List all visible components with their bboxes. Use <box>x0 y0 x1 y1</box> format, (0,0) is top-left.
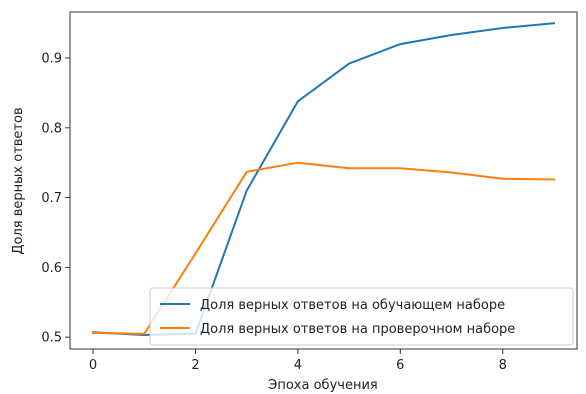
y-tick-label: 0.5 <box>41 331 62 346</box>
y-tick-label: 0.8 <box>41 121 62 136</box>
x-tick-label: 4 <box>294 358 302 373</box>
x-tick-label: 2 <box>191 358 199 373</box>
y-axis: 0.5 0.6 0.7 0.8 0.9 <box>41 52 70 346</box>
y-tick-label: 0.9 <box>41 52 62 67</box>
legend-label-2: Доля верных ответов на проверочном набор… <box>200 322 515 337</box>
legend: Доля верных ответов на обучающем наборе Д… <box>149 287 574 346</box>
x-tick-label: 0 <box>89 358 97 373</box>
x-tick-label: 8 <box>499 358 507 373</box>
y-axis-label: Доля верных ответов <box>11 107 26 254</box>
x-axis-label: Эпоха обучения <box>268 378 377 393</box>
legend-label-1: Доля верных ответов на обучающем наборе <box>200 298 505 313</box>
x-axis: 0 2 4 6 8 <box>89 349 507 373</box>
y-tick-label: 0.7 <box>41 191 62 206</box>
legend-box <box>149 287 574 346</box>
y-tick-label: 0.6 <box>41 261 62 276</box>
x-tick-label: 6 <box>396 358 404 373</box>
